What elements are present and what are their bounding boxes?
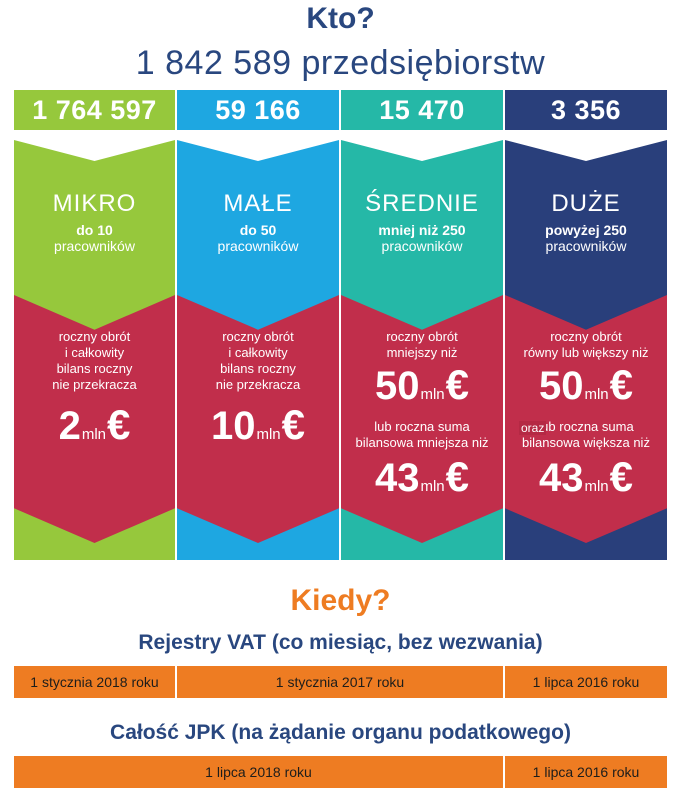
criteria-text: roczny obrót równy lub większy niż xyxy=(523,329,649,360)
euro-icon: € xyxy=(609,453,634,500)
vat-date-mikro: 1 stycznia 2018 roku xyxy=(14,666,175,698)
criteria-band: roczny obrót mniejszy niż 50mln€ lub roc… xyxy=(341,295,503,543)
criteria-band: roczny obrót i całkowity bilans roczny n… xyxy=(177,295,339,543)
jpk-date-mikro-male-srednie: 1 lipca 2018 roku xyxy=(14,756,503,788)
count-duze: 3 356 xyxy=(505,90,667,130)
category-name: DUŻE xyxy=(551,190,621,217)
euro-icon: € xyxy=(107,401,131,448)
euro-icon: € xyxy=(281,401,306,448)
category-name: ŚREDNIE xyxy=(365,190,479,217)
column-srednie: ŚREDNIE mniej niż 250 pracowników roczny… xyxy=(341,140,503,560)
criteria-text: roczny obrót i całkowity bilans roczny n… xyxy=(52,329,137,392)
criteria-text: roczny obrót i całkowity bilans roczny n… xyxy=(215,329,301,392)
category-employees: do 50 pracowników xyxy=(217,222,299,254)
criteria-text: roczny obrót mniejszy niż xyxy=(386,329,458,360)
criteria-band: roczny obrót i całkowity bilans roczny n… xyxy=(14,295,175,543)
criteria-band: roczny obrót równy lub większy niż 50mln… xyxy=(505,295,667,543)
column-male: MAŁE do 50 pracowników roczny obrót i ca… xyxy=(177,140,339,560)
vat-date-duze: 1 lipca 2016 roku xyxy=(505,666,667,698)
total-companies: 1 842 589 przedsiębiorstw xyxy=(135,44,546,82)
category-employees: powyżej 250 pracowników xyxy=(545,222,627,254)
balance-criteria-text: lub roczna suma bilansowa większa niż xyxy=(522,419,650,450)
euro-icon: € xyxy=(445,453,470,500)
euro-icon: € xyxy=(445,361,470,408)
count-srednie: 15 470 xyxy=(341,90,503,130)
turnover-threshold: 50mln€ xyxy=(374,361,470,408)
jpk-date-duze: 1 lipca 2016 roku xyxy=(505,756,667,788)
vat-registers-title: Rejestry VAT (co miesiąc, bez wezwania) xyxy=(138,631,543,654)
category-name: MIKRO xyxy=(52,190,137,217)
count-male: 59 166 xyxy=(177,90,339,130)
turnover-threshold: 50mln€ xyxy=(538,361,634,408)
count-mikro: 1 764 597 xyxy=(14,90,175,130)
threshold-amount: 2mln€ xyxy=(58,401,131,448)
balance-threshold: 43mln€ xyxy=(374,453,470,500)
balance-criteria-text: lub roczna suma bilansowa mniejsza niż xyxy=(355,419,489,450)
page-title: Kto? xyxy=(306,2,375,35)
jpk-title: Całość JPK (na żądanie organu podatkoweg… xyxy=(110,721,571,744)
kiedy-heading: Kiedy? xyxy=(290,584,391,617)
column-mikro: MIKRO do 10 pracowników roczny obrót i c… xyxy=(14,140,175,560)
vat-date-male-srednie: 1 stycznia 2017 roku xyxy=(177,666,503,698)
column-duze: DUŻE powyżej 250 pracowników roczny obró… xyxy=(505,140,667,560)
category-employees: do 10 pracowników xyxy=(54,222,135,254)
threshold-amount: 10mln€ xyxy=(210,401,306,448)
euro-icon: € xyxy=(609,361,634,408)
category-employees: mniej niż 250 pracowników xyxy=(378,222,466,254)
balance-threshold: 43mln€ xyxy=(538,453,634,500)
category-name: MAŁE xyxy=(223,190,293,217)
oraz-label: oraz xyxy=(519,421,547,435)
